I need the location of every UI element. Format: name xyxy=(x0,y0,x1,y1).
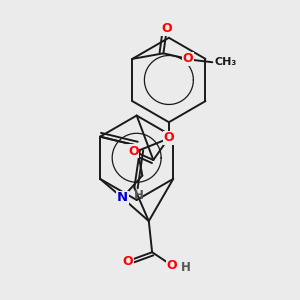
Text: O: O xyxy=(164,131,174,144)
Text: O: O xyxy=(161,22,172,35)
Text: O: O xyxy=(122,255,133,268)
Text: O: O xyxy=(167,259,177,272)
Text: O: O xyxy=(183,52,193,65)
Text: O: O xyxy=(128,145,139,158)
Text: H: H xyxy=(181,261,191,274)
Text: CH₃: CH₃ xyxy=(214,57,237,67)
Text: N: N xyxy=(117,191,128,204)
Text: H: H xyxy=(134,189,143,202)
